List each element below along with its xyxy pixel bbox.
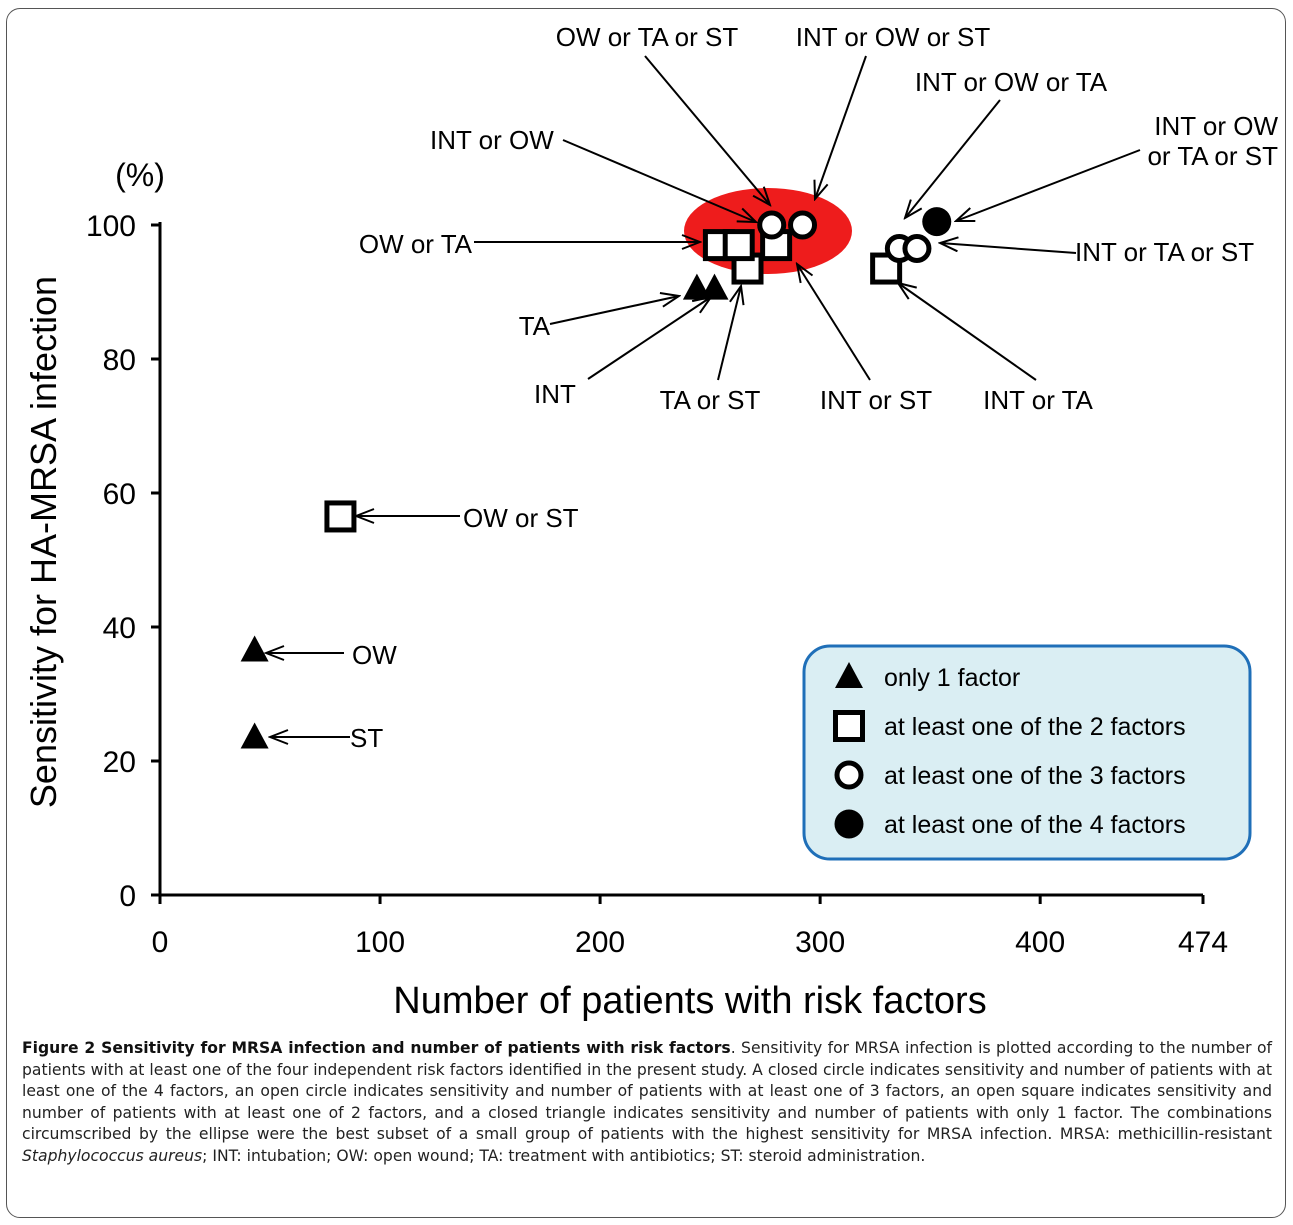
- arrow-int-or-ow-or-ta: [905, 99, 1001, 218]
- y-tick-label-100: 100: [86, 210, 136, 243]
- scatter-chart: 0 20 40 60 80 100 0 100 200 300 400 474 Number of pa…: [23, 22, 1278, 1022]
- label-ta: TA: [519, 311, 551, 341]
- legend-marker-triangle: [835, 662, 863, 688]
- x-tick-label-200: 200: [575, 926, 625, 959]
- y-tick-label-60: 60: [103, 478, 136, 511]
- label-int-or-ow-or-ta-or-st-line-1: or TA or ST: [1147, 141, 1278, 171]
- label-int-or-st: INT or ST: [820, 385, 932, 415]
- arrow-ow-or-ta-or-st: [644, 55, 770, 205]
- label-ow-or-ta-or-st: OW or TA or ST: [556, 22, 739, 52]
- label-int-or-ta: INT or TA: [983, 385, 1093, 415]
- x-axis-title: Number of patients with risk factors: [393, 980, 986, 1022]
- label-ow-or-st: OW or ST: [463, 503, 579, 533]
- label-ow-or-ta: OW or TA: [359, 229, 473, 259]
- arrow-int-or-st: [797, 264, 871, 381]
- caption-text-1: . Sensitivity for MRSA infection is plot…: [22, 1039, 1272, 1143]
- y-tick-label-0: 0: [119, 880, 136, 913]
- point-int-or-ow: [722, 229, 755, 262]
- x-tick-label-474: 474: [1178, 926, 1228, 959]
- label-int: INT: [534, 379, 576, 409]
- legend-box: [802, 644, 1252, 861]
- arrow-int: [587, 297, 711, 380]
- arrow-int-or-ta: [898, 283, 1037, 381]
- legend-label-triangle: only 1 factor: [884, 664, 1020, 692]
- label-int-or-ow: INT or OW: [430, 125, 554, 155]
- y-axis-title: Sensitivity for HA-MRSA infection: [23, 276, 64, 808]
- point-int-or-ow-or-st: [788, 210, 818, 240]
- arrow-int-or-ow-or-st: [815, 55, 867, 199]
- figure-caption: Figure 2 Sensitivity for MRSA infection …: [22, 1038, 1272, 1167]
- figure-frame: [6, 8, 1286, 1218]
- arrow-int-or-ow-or-ta-or-st: [956, 149, 1141, 221]
- label-ta-or-st: TA or ST: [660, 385, 761, 415]
- label-st: ST: [350, 723, 383, 753]
- legend-label-square: at least one of the 2 factors: [884, 713, 1186, 741]
- arrow-ta-or-st: [717, 286, 741, 381]
- y-tick-label-80: 80: [103, 344, 136, 377]
- legend-marker-circle-open: [834, 760, 864, 790]
- point-ow-or-st: [324, 500, 357, 533]
- point-st: [240, 722, 269, 749]
- y-tick-label-40: 40: [103, 612, 136, 645]
- point-int-or-ta-or-st: [902, 233, 932, 263]
- label-int-or-ow-or-ta: INT or OW or TA: [915, 67, 1108, 97]
- caption-text-2: ; INT: intubation; OW: open wound; TA: t…: [202, 1146, 926, 1165]
- legend-label-circle-open: at least one of the 3 factors: [884, 762, 1186, 790]
- x-tick-label-400: 400: [1015, 926, 1065, 959]
- y-axis-unit: (%): [115, 157, 165, 193]
- label-ow: OW: [352, 640, 397, 670]
- x-tick-label-100: 100: [355, 926, 405, 959]
- arrow-int-or-ow: [562, 139, 756, 222]
- point-ow: [240, 635, 269, 662]
- label-int-or-ow-or-ta-or-st: INT or OW or TA or ST: [1147, 111, 1278, 171]
- label-int-or-ow-or-ta-or-st-line-0: INT or OW: [1154, 111, 1278, 141]
- legend-marker-square: [833, 710, 865, 742]
- x-tick-label-300: 300: [795, 926, 845, 959]
- label-int-or-ta-or-st: INT or TA or ST: [1075, 237, 1254, 267]
- caption-species: Staphylococcus aureus: [22, 1146, 203, 1165]
- x-tick-label-0: 0: [152, 926, 169, 959]
- point-int-or-ow-or-ta-or-st: [922, 207, 952, 237]
- label-int-or-ow-or-st: INT or OW or ST: [796, 22, 991, 52]
- arrow-ta: [549, 296, 679, 325]
- arrow-int-or-ta-or-st: [940, 243, 1077, 254]
- point-ow-or-ta-or-st: [757, 210, 787, 240]
- legend-label-circle-filled: at least one of the 4 factors: [884, 811, 1186, 839]
- y-tick-label-20: 20: [103, 746, 136, 779]
- point-int: [700, 273, 729, 300]
- legend-marker-circle-filled: [834, 809, 864, 839]
- caption-title: Figure 2 Sensitivity for MRSA infection …: [22, 1039, 731, 1057]
- point-ta: [682, 273, 711, 300]
